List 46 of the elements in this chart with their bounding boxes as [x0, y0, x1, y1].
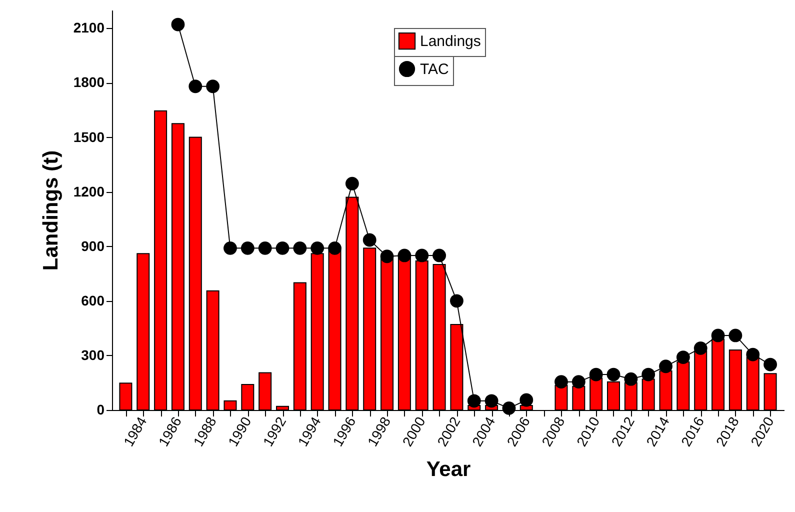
y-tick-label: 0	[96, 402, 105, 418]
point	[362, 233, 376, 247]
point	[676, 350, 690, 364]
point	[328, 241, 342, 255]
point	[572, 375, 586, 389]
point	[450, 294, 464, 308]
point	[206, 80, 220, 94]
point	[310, 241, 324, 255]
point	[258, 241, 272, 255]
y-tick-label: 1200	[73, 183, 105, 200]
point	[415, 248, 429, 262]
point	[728, 328, 742, 342]
point	[520, 393, 534, 407]
point	[276, 241, 290, 255]
y-tick-label: 1800	[73, 74, 105, 90]
y-tick-label: 900	[81, 238, 105, 254]
point	[293, 241, 307, 255]
y-axis-title: Landings (t)	[39, 150, 62, 271]
point	[345, 176, 359, 190]
point	[224, 241, 237, 255]
point	[554, 375, 568, 389]
point	[659, 360, 672, 374]
point	[467, 394, 481, 408]
point	[484, 394, 498, 408]
point	[764, 358, 777, 372]
y-tick-label: 2100	[73, 20, 105, 36]
point	[432, 248, 446, 262]
point	[171, 18, 185, 32]
x-axis-title: Year	[426, 458, 471, 481]
point	[694, 341, 708, 355]
point	[746, 348, 760, 362]
point	[240, 241, 254, 255]
point	[398, 248, 412, 262]
point	[711, 328, 725, 342]
point	[589, 368, 603, 382]
point	[380, 250, 394, 264]
legend-label: TAC	[420, 61, 450, 78]
legend-label: Landings	[420, 33, 481, 50]
y-tick-label: 300	[81, 346, 105, 363]
point	[624, 372, 638, 386]
point	[606, 368, 620, 382]
point	[502, 401, 516, 415]
point	[188, 80, 202, 94]
y-tick-label: 600	[81, 292, 105, 308]
y-tick-label: 1500	[73, 128, 105, 145]
point	[642, 368, 656, 382]
